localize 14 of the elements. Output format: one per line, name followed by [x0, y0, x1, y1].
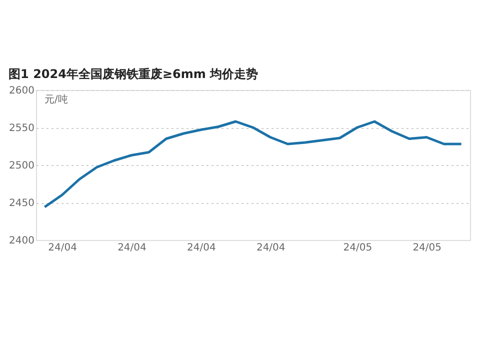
y-tick-label: 2550: [9, 123, 34, 134]
x-tick-label: 24/04: [256, 242, 286, 254]
x-tick-label: 24/04: [187, 242, 216, 254]
x-tick-label: 24/04: [48, 242, 77, 254]
line-series: [43, 120, 463, 208]
x-tick-label: 24/05: [412, 242, 442, 254]
y-axis-title: 元/吨: [44, 94, 68, 106]
y-tick-label: 2500: [9, 160, 34, 172]
x-tick-label: 24/04: [118, 242, 146, 254]
y-tick-label: 2400: [9, 236, 34, 246]
chart-title: 图1 2024年全国废钢铁重废≥6mm 均价走势: [8, 67, 258, 81]
y-tick-label: 2450: [9, 198, 34, 209]
y-tick-label: 2600: [9, 86, 34, 96]
x-tick-label: 24/05: [343, 242, 372, 254]
